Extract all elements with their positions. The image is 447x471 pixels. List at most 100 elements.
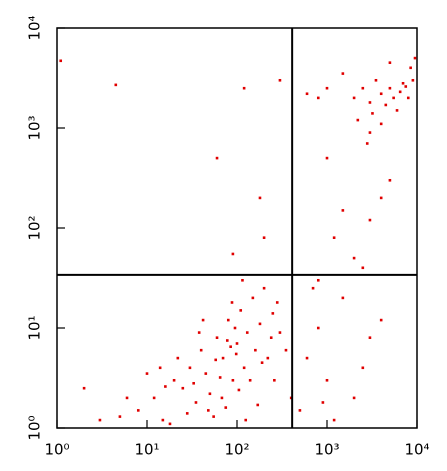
point: [262, 236, 266, 239]
point: [251, 296, 255, 300]
point: [311, 286, 315, 290]
point: [229, 345, 232, 349]
point: [235, 342, 239, 345]
point: [404, 85, 408, 88]
point: [388, 61, 392, 64]
point: [305, 92, 309, 96]
point: [256, 403, 260, 407]
point: [361, 86, 365, 90]
point: [145, 372, 149, 375]
point: [239, 309, 243, 312]
point: [244, 418, 248, 422]
point: [392, 96, 395, 100]
point: [352, 96, 356, 100]
point: [356, 118, 360, 122]
point: [262, 286, 266, 290]
point: [284, 348, 288, 352]
point: [298, 409, 302, 412]
point: [398, 90, 402, 94]
point: [98, 418, 102, 422]
x-tick-label: 10⁰: [44, 441, 69, 459]
point: [321, 401, 325, 404]
point: [409, 66, 412, 70]
point: [332, 418, 336, 422]
point: [368, 336, 372, 339]
point: [352, 256, 356, 260]
point: [185, 412, 189, 415]
point: [215, 156, 219, 160]
point: [168, 422, 172, 426]
point: [224, 406, 228, 409]
point: [204, 372, 208, 375]
point: [411, 78, 415, 82]
point: [242, 366, 246, 370]
point: [305, 356, 309, 360]
point: [136, 409, 140, 412]
point: [371, 112, 374, 115]
point: [269, 336, 273, 339]
point: [225, 339, 229, 342]
point: [325, 378, 329, 382]
point: [199, 348, 203, 352]
point: [278, 331, 282, 334]
point: [59, 59, 63, 63]
point: [192, 381, 195, 385]
point: [316, 278, 320, 282]
y-tick-label: 10²: [26, 215, 44, 240]
point: [201, 318, 205, 322]
point: [208, 392, 212, 396]
point: [278, 78, 282, 82]
point: [254, 348, 257, 352]
point: [242, 86, 246, 90]
point: [237, 388, 241, 392]
point: [207, 409, 210, 412]
point: [379, 122, 383, 126]
point: [125, 396, 129, 400]
point: [379, 92, 383, 96]
y-tick-label: 10¹: [26, 315, 44, 340]
point: [368, 218, 372, 222]
point: [368, 131, 372, 134]
point: [245, 331, 249, 334]
point: [275, 301, 279, 304]
point: [352, 396, 356, 400]
y-tick-label: 10³: [26, 115, 44, 140]
x-tick-label: 10¹: [134, 441, 159, 459]
point: [341, 209, 345, 212]
point: [194, 401, 198, 404]
point: [406, 96, 410, 100]
point: [379, 196, 383, 200]
point: [188, 366, 192, 370]
point: [260, 361, 264, 364]
point: [379, 318, 383, 322]
point: [273, 378, 276, 382]
x-tick-label: 10³: [314, 441, 339, 459]
point: [388, 178, 392, 182]
x-tick-label: 10²: [224, 441, 249, 459]
y-tick-label: 10⁴: [26, 15, 44, 40]
point: [341, 72, 345, 75]
point: [231, 252, 235, 256]
point: [230, 301, 234, 304]
point: [368, 101, 372, 104]
point: [241, 278, 244, 282]
point: [234, 352, 238, 356]
point: [82, 386, 86, 390]
point: [233, 326, 237, 330]
point: [332, 236, 336, 239]
point: [316, 326, 320, 330]
point: [221, 356, 225, 360]
point: [214, 358, 218, 362]
point: [365, 142, 369, 145]
point: [226, 318, 230, 322]
point: [231, 378, 235, 382]
x-tick-label: 10⁴: [404, 441, 429, 459]
point: [361, 266, 365, 270]
point: [181, 386, 185, 390]
point: [161, 418, 165, 422]
point: [413, 56, 417, 60]
point: [248, 378, 252, 382]
point: [361, 366, 365, 370]
point: [401, 81, 405, 85]
